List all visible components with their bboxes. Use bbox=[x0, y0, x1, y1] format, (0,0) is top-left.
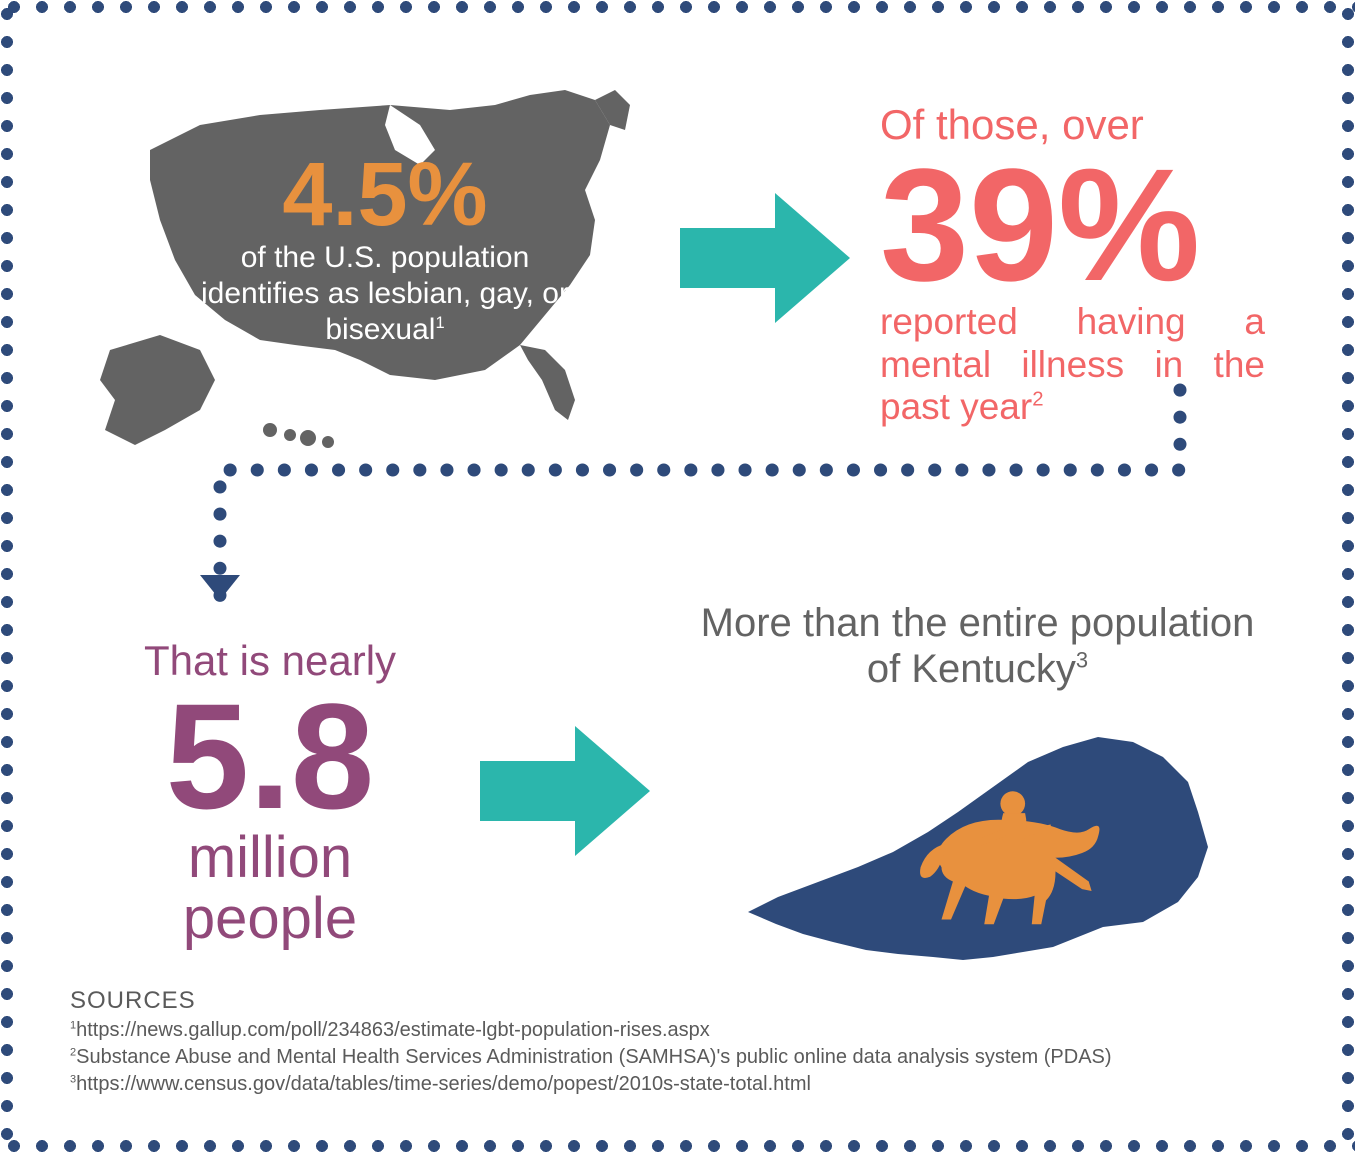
dotted-border-left bbox=[0, 0, 14, 1153]
stat2-block: Of those, over 39% reported having a men… bbox=[880, 91, 1265, 429]
stat1-caption: of the U.S. population identifies as les… bbox=[185, 240, 585, 348]
arrow-1 bbox=[680, 193, 850, 328]
dotted-border-top bbox=[0, 0, 1355, 14]
source-2: 2Substance Abuse and Mental Health Servi… bbox=[70, 1044, 1112, 1071]
stat2-tail: reported having a mental illness in the … bbox=[880, 301, 1265, 429]
stat3-big: 5.8 bbox=[100, 685, 440, 828]
us-map-overlay-text: 4.5% of the U.S. population identifies a… bbox=[185, 150, 585, 348]
dotted-border-right bbox=[1341, 0, 1355, 1153]
top-row: 4.5% of the U.S. population identifies a… bbox=[60, 50, 1295, 460]
stat2-percent: 39% bbox=[880, 149, 1265, 301]
stat4-caption: More than the entire population of Kentu… bbox=[690, 600, 1265, 692]
source-1: 1https://news.gallup.com/poll/234863/est… bbox=[70, 1017, 1112, 1044]
stat3-tail: million people bbox=[100, 828, 440, 950]
arrow-2 bbox=[480, 726, 650, 861]
sources-block: SOURCES 1https://news.gallup.com/poll/23… bbox=[70, 985, 1112, 1098]
source-3: 3https://www.census.gov/data/tables/time… bbox=[70, 1071, 1112, 1098]
bottom-row: That is nearly 5.8 million people More t… bbox=[60, 460, 1295, 997]
arrow-right-icon bbox=[480, 726, 650, 856]
us-map-block: 4.5% of the U.S. population identifies a… bbox=[90, 70, 650, 450]
stat3-block: That is nearly 5.8 million people bbox=[100, 637, 440, 949]
dotted-border-bottom bbox=[0, 1139, 1355, 1153]
sources-header: SOURCES bbox=[70, 985, 1112, 1017]
stat1-percent: 4.5% bbox=[185, 150, 585, 240]
kentucky-block: More than the entire population of Kentu… bbox=[690, 600, 1265, 987]
infographic-container: 4.5% of the U.S. population identifies a… bbox=[20, 20, 1335, 1133]
arrow-right-icon bbox=[680, 193, 850, 323]
kentucky-map-icon bbox=[738, 702, 1218, 982]
